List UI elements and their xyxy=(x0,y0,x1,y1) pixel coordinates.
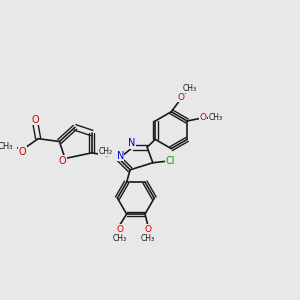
Text: CH₃: CH₃ xyxy=(182,84,197,93)
Text: Cl: Cl xyxy=(166,156,175,166)
Text: CH₃: CH₃ xyxy=(208,113,223,122)
Text: O: O xyxy=(200,113,207,122)
Text: O: O xyxy=(116,225,123,234)
Text: CH₃: CH₃ xyxy=(0,142,13,151)
Text: O: O xyxy=(178,93,184,102)
Text: N: N xyxy=(117,151,124,161)
Text: O: O xyxy=(19,147,26,157)
Text: CH₂: CH₂ xyxy=(98,147,112,156)
Text: O: O xyxy=(58,156,66,166)
Text: O: O xyxy=(32,115,39,125)
Text: CH₃: CH₃ xyxy=(112,235,127,244)
Text: N: N xyxy=(128,139,135,148)
Text: O: O xyxy=(144,225,152,234)
Text: CH₃: CH₃ xyxy=(141,235,155,244)
